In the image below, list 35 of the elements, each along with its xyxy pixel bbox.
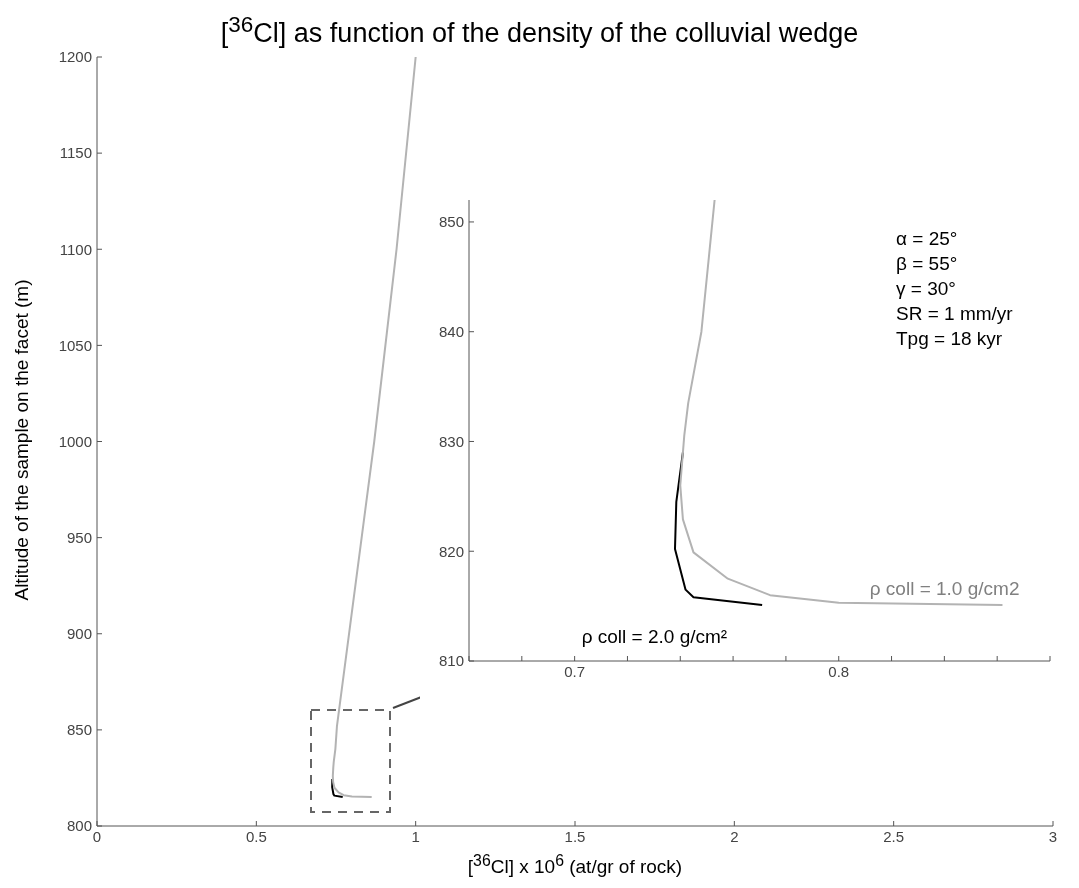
series-label: ρ coll = 2.0 g/cm² (581, 626, 728, 648)
line-series (331, 777, 344, 798)
x-tick-label: 1.5 (564, 827, 586, 845)
x-tick-label: 0.5 (245, 827, 267, 845)
y-tick-label: 820 (438, 542, 464, 560)
x-tick-label: 3 (1048, 827, 1058, 845)
annotation: β = 55° (896, 252, 959, 276)
y-tick-label: 850 (66, 721, 92, 739)
y-axis-title: Altitude of the sample on the facet (m) (11, 278, 33, 603)
y-tick-label: 810 (438, 652, 464, 670)
y-tick-label: 1100 (59, 240, 92, 258)
y-tick-label: 1200 (58, 48, 92, 66)
y-tick-label: 840 (438, 323, 464, 341)
y-tick-label: 1050 (58, 336, 92, 354)
annotation: α = 25° (896, 227, 959, 251)
y-tick-label: 850 (438, 213, 464, 231)
x-tick-label: 0.7 (564, 662, 586, 680)
y-tick-label: 800 (66, 817, 92, 835)
y-tick-label: 830 (438, 432, 464, 450)
x-tick-label: 0 (92, 827, 102, 845)
annotation: γ = 30° (896, 277, 957, 301)
x-tick-label: 2 (730, 827, 739, 845)
chart-title: [$^{36}$Cl] as function of the density of the colluvial wedge (219, 12, 860, 49)
line-series (331, 57, 417, 798)
annotation: SR = 1 mm/yr (896, 302, 1013, 326)
x-axis-title: [$^{36}$Cl] x 10$^{6}$ (at/gr of rock) (466, 852, 684, 879)
x-tick-label: 0.8 (828, 662, 850, 680)
series-label: ρ coll = 1.0 g/cm2 (869, 578, 1020, 600)
y-tick-label: 1150 (59, 144, 92, 162)
y-tick-label: 900 (66, 625, 92, 643)
y-tick-label: 1000 (58, 432, 92, 450)
x-tick-label: 1 (411, 827, 420, 845)
x-tick-label: 2.5 (883, 827, 905, 845)
y-tick-label: 950 (66, 528, 92, 546)
annotation: Tpg = 18 kyr (896, 327, 1004, 351)
